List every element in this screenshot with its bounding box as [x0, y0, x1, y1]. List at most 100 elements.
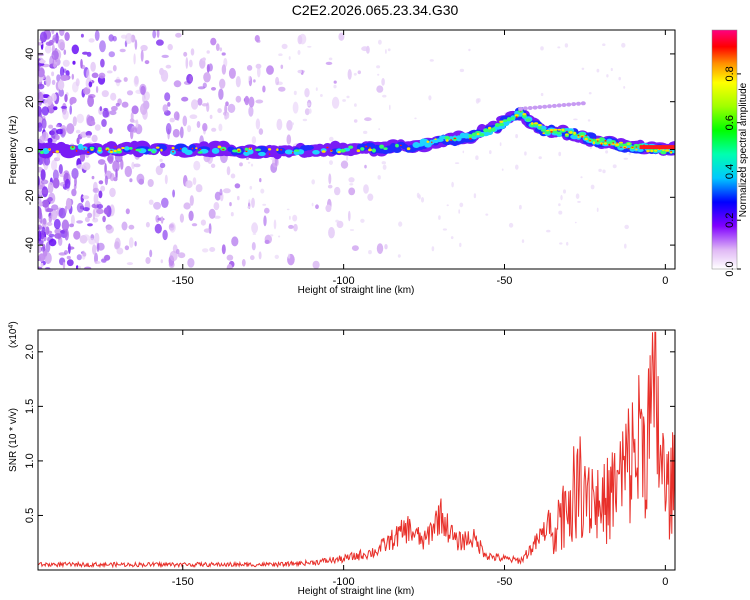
heatmap-noise-blob	[131, 161, 135, 170]
heatmap-noise-blob	[218, 123, 223, 132]
heatmap-ridge-blob	[537, 105, 543, 110]
heatmap-noise-blob	[559, 242, 563, 245]
heatmap-noise-blob	[288, 224, 294, 229]
heatmap-ridge-blob	[599, 142, 604, 145]
heatmap-ridge-blob	[487, 128, 493, 133]
heatmap-ridge-blob	[502, 119, 508, 123]
heatmap-noise-blob	[587, 119, 591, 122]
snr-x-tick-label: -50	[497, 576, 513, 588]
heatmap-noise-blob	[87, 212, 93, 218]
heatmap-noise-blob	[51, 71, 55, 77]
heatmap-noise-blob	[335, 219, 339, 223]
heatmap-noise-blob	[429, 59, 434, 62]
heatmap-noise-blob	[76, 164, 85, 170]
heatmap-noise-blob	[103, 207, 109, 215]
heatmap-noise-blob	[90, 120, 96, 126]
heatmap-noise-blob	[72, 81, 79, 93]
heatmap-noise-blob	[442, 228, 447, 231]
heatmap-noise-blob	[39, 31, 48, 43]
heatmap-noise-blob	[60, 74, 69, 81]
heatmap-noise-blobs	[38, 30, 631, 269]
heatmap-noise-blob	[57, 39, 65, 50]
heatmap-noise-blob	[153, 201, 162, 210]
heatmap-ridge-blob	[598, 137, 605, 142]
heatmap-noise-blob	[101, 90, 109, 98]
heatmap-noise-blob	[116, 247, 124, 255]
heatmap-noise-blob	[253, 79, 256, 83]
heatmap-noise-blob	[69, 105, 72, 115]
heatmap-ridge-blob	[255, 146, 268, 154]
heatmap-noise-blob	[133, 163, 141, 168]
heatmap-ridge-blob	[491, 127, 496, 132]
heatmap-ridge-blob	[258, 151, 266, 157]
heatmap-noise-blob	[250, 163, 254, 167]
heatmap-ridge-blob	[475, 131, 482, 134]
heatmap-noise-blob	[45, 41, 53, 46]
heatmap-ridge-blob	[249, 147, 251, 150]
heatmap-ridge-blob	[48, 148, 51, 150]
heatmap-noise-blob	[255, 99, 264, 104]
heatmap-ridge-blob	[515, 116, 518, 118]
heatmap-noise-blob	[192, 177, 197, 186]
heatmap-noise-blob	[286, 134, 292, 145]
heatmap-ridge-blob	[124, 146, 130, 151]
heatmap-ridge-blob	[105, 148, 110, 151]
heatmap-noise-blob	[546, 229, 551, 233]
heatmap-ridge-blob	[547, 104, 552, 109]
heatmap-noise-blob	[91, 134, 98, 143]
heatmap-noise-blob	[96, 204, 104, 209]
heatmap-x-tick-label: -100	[333, 275, 355, 287]
heatmap-ridge-blob	[113, 149, 117, 153]
heatmap-noise-blob	[187, 125, 192, 133]
heatmap-noise-blob	[124, 165, 132, 178]
heatmap-ridge-blob	[662, 149, 665, 152]
heatmap-noise-blob	[88, 38, 95, 43]
heatmap-noise-blob	[259, 178, 262, 183]
heatmap-noise-blob	[475, 155, 479, 160]
heatmap-noise-blob	[225, 112, 230, 119]
heatmap-noise-blob	[251, 242, 256, 251]
heatmap-noise-blob	[244, 95, 250, 106]
heatmap-noise-blob	[247, 161, 251, 164]
heatmap-noise-blob	[107, 152, 114, 164]
heatmap-noise-blob	[66, 259, 74, 267]
heatmap-noise-blob	[52, 169, 59, 181]
heatmap-ridge-blob	[55, 150, 60, 153]
heatmap-noise-blob	[128, 224, 135, 230]
heatmap-noise-blob	[508, 222, 514, 228]
heatmap-noise-blob	[56, 128, 64, 135]
heatmap-noise-blob	[57, 79, 65, 91]
heatmap-ridge-blob	[97, 147, 102, 151]
heatmap-noise-blob	[142, 93, 146, 103]
heatmap-noise-blob	[289, 215, 291, 220]
heatmap-x-axis-title: Height of straight line (km)	[298, 285, 415, 296]
heatmap-noise-blob	[59, 30, 65, 37]
heatmap-ridge-blob	[434, 138, 437, 141]
heatmap-noise-blob	[76, 113, 84, 124]
heatmap-ridge-blob	[579, 132, 586, 136]
heatmap-noise-blob	[64, 228, 69, 241]
heatmap-noise-blob	[62, 261, 66, 269]
heatmap-noise-blob	[260, 188, 265, 194]
heatmap-noise-blob	[229, 202, 232, 207]
heatmap-noise-blob	[133, 53, 136, 65]
heatmap-noise-blob	[348, 210, 351, 222]
heatmap-noise-blob	[189, 75, 193, 83]
heatmap-noise-blob	[264, 207, 270, 214]
heatmap-noise-blob	[38, 230, 42, 242]
heatmap-noise-blob	[38, 67, 45, 78]
heatmap-noise-blob	[38, 202, 43, 207]
heatmap-noise-blob	[431, 246, 435, 252]
heatmap-ridge-blob	[337, 151, 341, 154]
heatmap-noise-blob	[188, 210, 194, 221]
heatmap-noise-blob	[38, 83, 45, 90]
heatmap-ridge-blob	[302, 145, 314, 151]
heatmap-noise-blob	[499, 142, 502, 147]
heatmap-noise-blob	[68, 243, 71, 255]
heatmap-noise-blob	[42, 218, 47, 225]
snr-background	[38, 330, 675, 570]
heatmap-noise-blob	[165, 64, 172, 69]
heatmap-ridge-blob	[156, 143, 167, 152]
heatmap-noise-blob	[62, 59, 70, 67]
heatmap-noise-blob	[176, 248, 180, 255]
